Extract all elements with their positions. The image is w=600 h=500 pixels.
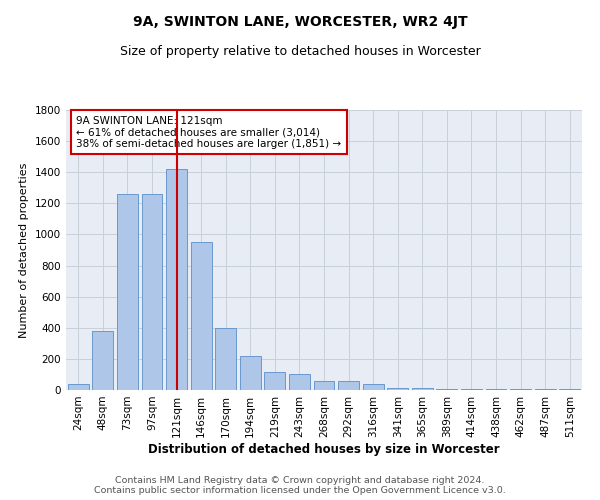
- Bar: [92, 331, 113, 390]
- Y-axis label: Number of detached properties: Number of detached properties: [19, 162, 29, 338]
- Bar: [117, 194, 138, 390]
- Text: 9A, SWINTON LANE, WORCESTER, WR2 4JT: 9A, SWINTON LANE, WORCESTER, WR2 4JT: [133, 15, 467, 29]
- Bar: [314, 382, 334, 390]
- Bar: [461, 389, 482, 390]
- Bar: [215, 328, 236, 390]
- Bar: [289, 374, 310, 390]
- X-axis label: Distribution of detached houses by size in Worcester: Distribution of detached houses by size …: [148, 442, 500, 456]
- Text: Contains HM Land Registry data © Crown copyright and database right 2024.
Contai: Contains HM Land Registry data © Crown c…: [94, 476, 506, 495]
- Bar: [191, 242, 212, 390]
- Text: Size of property relative to detached houses in Worcester: Size of property relative to detached ho…: [119, 45, 481, 58]
- Bar: [362, 384, 383, 390]
- Bar: [387, 388, 408, 390]
- Bar: [535, 389, 556, 390]
- Bar: [166, 169, 187, 390]
- Text: 9A SWINTON LANE: 121sqm
← 61% of detached houses are smaller (3,014)
38% of semi: 9A SWINTON LANE: 121sqm ← 61% of detache…: [76, 116, 341, 149]
- Bar: [510, 389, 531, 390]
- Bar: [412, 388, 433, 390]
- Bar: [265, 372, 286, 390]
- Bar: [559, 389, 580, 390]
- Bar: [338, 382, 359, 390]
- Bar: [240, 356, 261, 390]
- Bar: [68, 384, 89, 390]
- Bar: [436, 389, 457, 390]
- Bar: [485, 389, 506, 390]
- Bar: [142, 194, 163, 390]
